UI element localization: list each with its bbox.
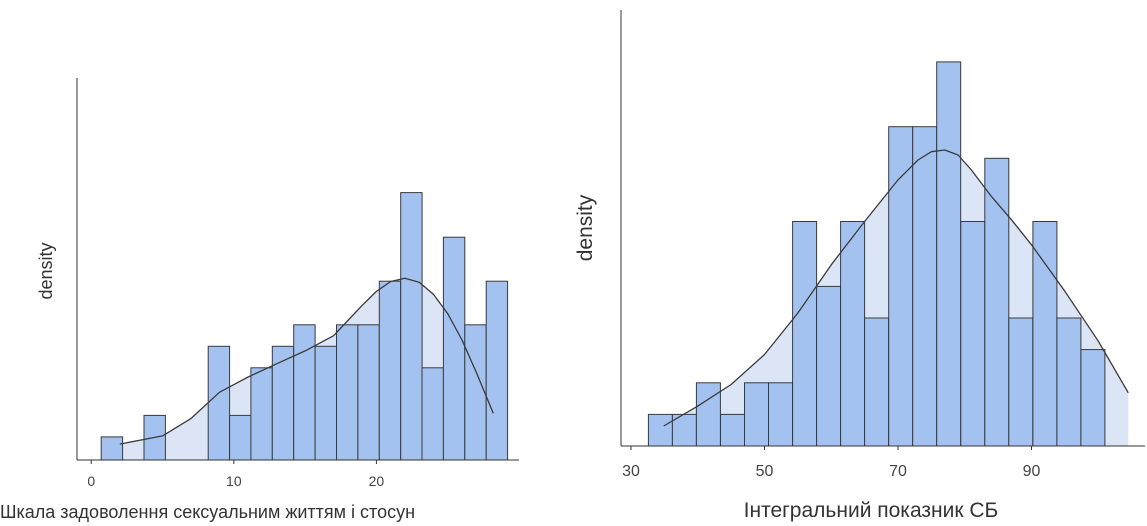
- x-tick-labels: 30 50 70 90: [622, 446, 1041, 480]
- histogram-bar: [1032, 221, 1058, 447]
- histogram-bar: [271, 345, 295, 461]
- histogram-bar: [250, 367, 273, 461]
- y-axis-title: density: [574, 194, 597, 261]
- histogram-bar: [720, 413, 745, 447]
- histogram-bar: [984, 157, 1010, 447]
- x-tick-label: 0: [87, 473, 95, 489]
- histogram-bar: [744, 382, 769, 447]
- histogram-bar: [357, 324, 380, 461]
- histogram-bar: [100, 436, 124, 461]
- axes: [76, 78, 519, 461]
- x-tick-label: 50: [756, 463, 774, 480]
- histogram-bar: [421, 367, 444, 461]
- histogram-bars: [100, 192, 509, 461]
- histogram-bar: [936, 61, 962, 447]
- histogram-bar: [1056, 317, 1082, 447]
- x-tick-label: 70: [889, 463, 907, 480]
- histogram-bar: [314, 345, 338, 461]
- histogram-bar: [400, 192, 423, 461]
- x-tick-labels: 0 10 20: [87, 460, 384, 489]
- histogram-bar: [442, 236, 466, 461]
- histogram-bar: [1008, 317, 1034, 447]
- histogram-bar: [912, 126, 938, 447]
- histogram-bar: [960, 221, 986, 447]
- histogram-bar: [485, 280, 509, 461]
- histogram-bar: [647, 413, 673, 447]
- density-line-group: [119, 277, 494, 445]
- histogram-bar: [792, 221, 818, 447]
- x-tick-label: 30: [622, 463, 640, 480]
- histogram-bar: [695, 382, 721, 447]
- density-line-group: [663, 149, 1129, 427]
- y-axis-title: density: [36, 242, 56, 299]
- x-tick-label: 10: [226, 473, 242, 489]
- histogram-bar: [378, 280, 402, 461]
- histogram-bar: [293, 324, 316, 461]
- histogram-bar: [840, 221, 866, 447]
- histogram-bar: [816, 285, 842, 447]
- histogram-bar: [229, 414, 252, 461]
- histogram-panel-right: 30 50 70 90 density Інтегральний показник С…: [574, 10, 1145, 522]
- axes: [620, 10, 1145, 447]
- histogram-bar: [768, 382, 793, 447]
- histogram-bar: [207, 345, 231, 461]
- histogram-bar: [864, 317, 890, 447]
- histogram-bar: [336, 324, 359, 461]
- histogram-bar: [1080, 349, 1106, 447]
- histogram-bar: [888, 126, 914, 447]
- histogram-bars: [647, 61, 1106, 447]
- x-axis-title: Інтегральний показник СБ: [744, 499, 999, 522]
- histogram-bar: [464, 324, 487, 461]
- histogram-panel-left: 0 10 20 density Шкала задоволення сексуаль…: [0, 78, 519, 522]
- density-line: [663, 149, 1129, 427]
- x-tick-label: 20: [369, 473, 385, 489]
- density-line: [119, 277, 494, 445]
- x-axis-title: Шкала задоволення сексуальним життям і с…: [0, 502, 415, 522]
- x-tick-label: 90: [1023, 463, 1041, 480]
